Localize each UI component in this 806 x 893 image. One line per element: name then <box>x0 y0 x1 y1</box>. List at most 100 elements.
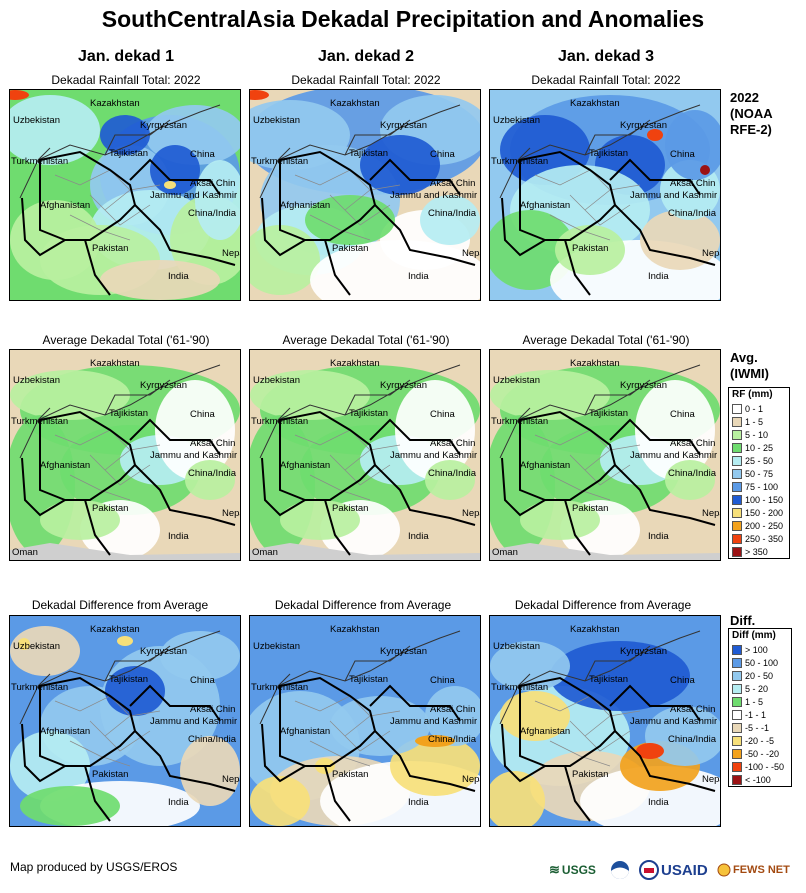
map-credit: Map produced by USGS/EROS <box>10 860 178 874</box>
map-label-turkmenistan: Turkmenistan <box>491 156 548 167</box>
difference-legend: Diff (mm) > 100 50 - 100 20 - 50 5 - 20 1 - … <box>728 628 792 787</box>
map-label-tajikistan: Tajikistan <box>349 408 388 419</box>
map-label-pakistan: Pakistan <box>332 769 368 780</box>
legend-swatch <box>732 709 742 720</box>
map-label-kazakhstan: Kazakhstan <box>330 624 380 635</box>
map-label-afghanistan: Afghanistan <box>280 726 330 737</box>
usaid-logo-text: USAID <box>661 861 708 879</box>
map-label-china-india: China/India <box>188 208 237 219</box>
legend-label: -50 - -20 <box>745 748 780 759</box>
map-label-afghanistan: Afghanistan <box>520 726 570 737</box>
map-label-china-india: China/India <box>428 468 477 479</box>
map-label-afghanistan: Afghanistan <box>520 460 570 471</box>
legend-label: 0 - 1 <box>745 403 764 414</box>
map-label-nepal: Nepal <box>222 248 240 259</box>
map-label-uzbekistan: Uzbekistan <box>493 375 540 386</box>
usgs-logo: ≋ USGS <box>549 862 596 877</box>
legend-label: 25 - 50 <box>745 455 774 466</box>
legend-swatch <box>732 683 742 694</box>
map-label-india: India <box>168 797 189 808</box>
map-label-aksai-chin: Aksai Chin <box>430 438 475 449</box>
map-label-pakistan: Pakistan <box>92 769 128 780</box>
legend-swatch <box>732 761 742 772</box>
legend-swatch <box>732 520 742 531</box>
column-title-dekad-2: Jan. dekad 2 <box>317 48 415 65</box>
legend-label: 200 - 250 <box>745 520 784 531</box>
map-label-pakistan: Pakistan <box>332 243 368 254</box>
map-label-kyrgyzstan: Kyrgyzstan <box>620 120 667 131</box>
legend-label: > 100 <box>745 644 768 655</box>
map-label-aksai-chin: Aksai Chin <box>190 438 235 449</box>
legend-item: 20 - 50 <box>729 669 791 682</box>
legend-item: 50 - 75 <box>729 467 789 480</box>
legend-label: 50 - 100 <box>745 657 779 668</box>
legend-item: -100 - -50 <box>729 760 791 773</box>
legend-item: 0 - 1 <box>729 402 789 415</box>
legend-item: 1 - 5 <box>729 415 789 428</box>
map-label-china-india: China/India <box>668 468 717 479</box>
map-label-kyrgyzstan: Kyrgyzstan <box>140 120 187 131</box>
legend-swatch <box>732 644 742 655</box>
legend-item: -1 - 1 <box>729 708 791 721</box>
map-svg: Kazakhstan Uzbekistan Kyrgyzstan Tajikistan… <box>250 90 480 300</box>
map-label-tajikistan: Tajikistan <box>349 674 388 685</box>
legend-swatch <box>732 670 742 681</box>
legend-swatch <box>732 735 742 746</box>
legend-swatch <box>732 416 742 427</box>
map-label-aksai-chin: Aksai Chin <box>670 438 715 449</box>
legend-label: 50 - 75 <box>745 468 774 479</box>
map-label-turkmenistan: Turkmenistan <box>491 682 548 693</box>
panel-title-average-1: Average Dekadal Total ('61-'90) <box>42 333 210 347</box>
legend-label: 75 - 100 <box>745 481 779 492</box>
usaid-logo: USAID <box>639 860 708 880</box>
map-label-afghanistan: Afghanistan <box>40 460 90 471</box>
side-label-line: Diff. <box>730 613 756 628</box>
legend-item: 75 - 100 <box>729 480 789 493</box>
map-label-tajikistan: Tajikistan <box>109 408 148 419</box>
legend-label: -1 - 1 <box>745 709 767 720</box>
map-label-kyrgyzstan: Kyrgyzstan <box>380 646 427 657</box>
legend-swatch <box>732 657 742 668</box>
legend-item: 10 - 25 <box>729 441 789 454</box>
legend-item: 25 - 50 <box>729 454 789 467</box>
map-label-jammu-kashmir: Jammu and Kashmir <box>390 716 477 727</box>
map-label-uzbekistan: Uzbekistan <box>253 641 300 652</box>
map-label-aksai-chin: Aksai Chin <box>430 178 475 189</box>
map-label-india: India <box>648 271 669 282</box>
legend-swatch <box>732 748 742 759</box>
map-svg: Kazakhstan Uzbekistan Kyrgyzstan Tajikistan… <box>490 90 720 300</box>
legend-label: 1 - 5 <box>745 696 764 707</box>
map-label-china-india: China/India <box>188 734 237 745</box>
map-label-turkmenistan: Turkmenistan <box>491 416 548 427</box>
map-label-uzbekistan: Uzbekistan <box>493 115 540 126</box>
map-label-kazakhstan: Kazakhstan <box>330 98 380 109</box>
map-label-turkmenistan: Turkmenistan <box>251 682 308 693</box>
page-title: SouthCentralAsia Dekadal Precipitation a… <box>101 6 705 32</box>
map-label-uzbekistan: Uzbekistan <box>13 115 60 126</box>
map-label-kyrgyzstan: Kyrgyzstan <box>380 120 427 131</box>
map-label-turkmenistan: Turkmenistan <box>251 416 308 427</box>
legend-item: 1 - 5 <box>729 695 791 708</box>
map-label-aksai-chin: Aksai Chin <box>670 704 715 715</box>
map-label-jammu-kashmir: Jammu and Kashmir <box>150 190 237 201</box>
map-label-turkmenistan: Turkmenistan <box>11 156 68 167</box>
panel-title-difference-2: Dekadal Difference from Average <box>274 598 452 612</box>
map-label-tajikistan: Tajikistan <box>589 148 628 159</box>
map-label-aksai-chin: Aksai Chin <box>430 704 475 715</box>
map-label-china: China <box>670 409 696 420</box>
map-rainfall-dekad-3: Kazakhstan Uzbekistan Kyrgyzstan Tajikistan… <box>489 89 721 301</box>
map-label-india: India <box>408 531 429 542</box>
map-label-turkmenistan: Turkmenistan <box>11 416 68 427</box>
legend-item: -20 - -5 <box>729 734 791 747</box>
map-label-afghanistan: Afghanistan <box>280 200 330 211</box>
map-label-china: China <box>190 675 216 686</box>
legend-label: -20 - -5 <box>745 735 775 746</box>
noaa-logo <box>610 860 630 880</box>
map-label-pakistan: Pakistan <box>572 769 608 780</box>
map-label-pakistan: Pakistan <box>92 503 128 514</box>
map-svg: Oman Kazakhstan Uzbekistan Kyrgyzstan Tajiki… <box>490 350 720 560</box>
legend-item: 50 - 100 <box>729 656 791 669</box>
legend-label: -100 - -50 <box>745 761 785 772</box>
map-label-nepal: Nepal <box>222 774 240 785</box>
panel-title-rainfall-3: Dekadal Rainfall Total: 2022 <box>531 73 681 87</box>
